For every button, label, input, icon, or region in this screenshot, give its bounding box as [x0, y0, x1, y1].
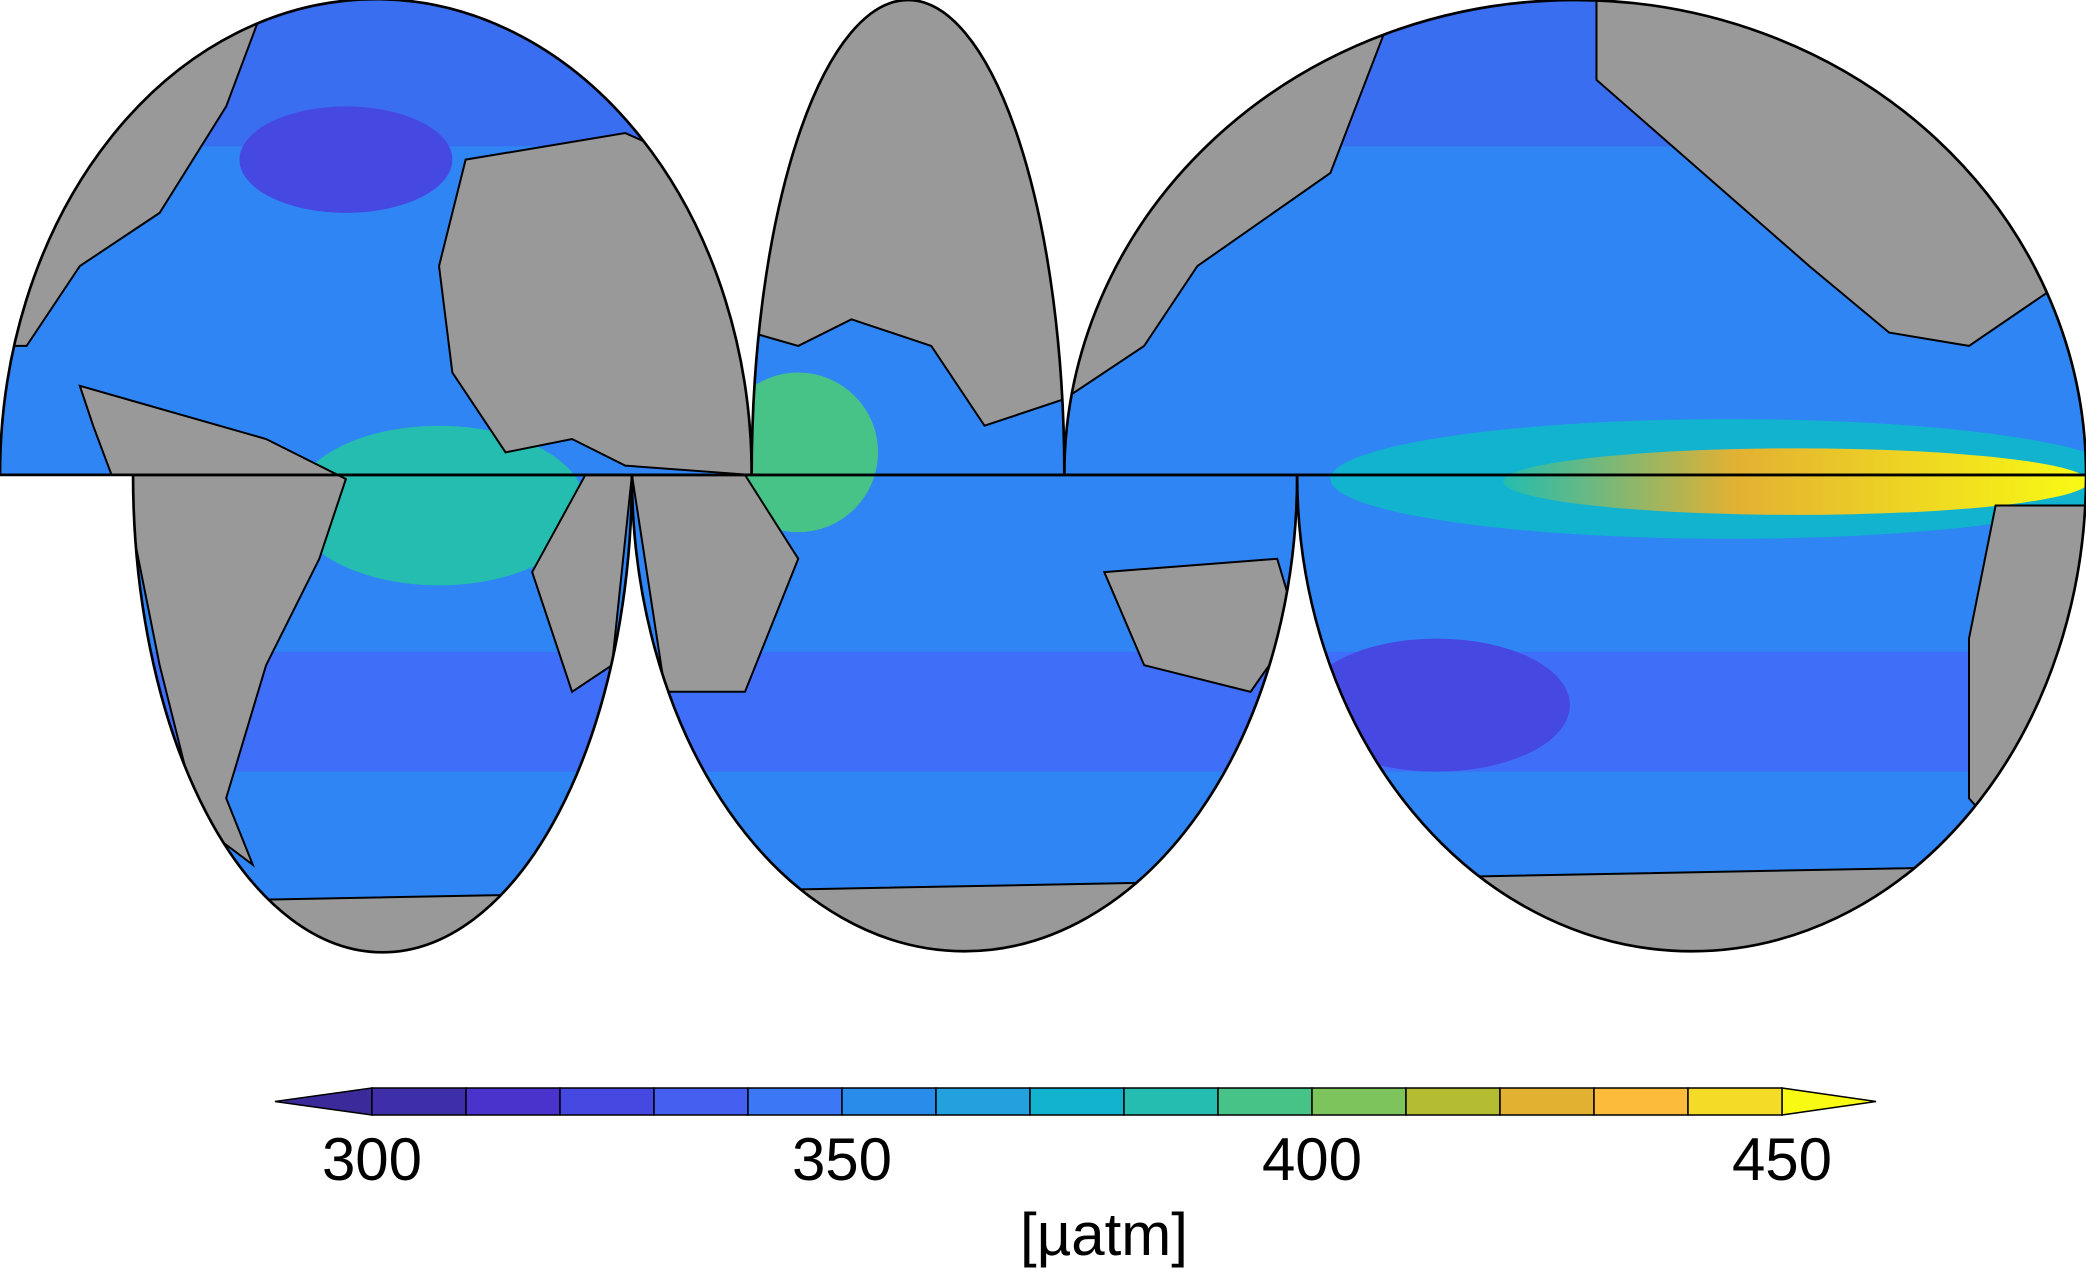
colorbar-over: [1781, 1087, 1877, 1116]
colorbar-box: [1217, 1087, 1313, 1116]
colorbar-box: [559, 1087, 655, 1116]
colorbar-tick-label: 350: [792, 1126, 892, 1193]
colorbar-tick-label: 300: [322, 1126, 422, 1193]
colorbar-box: [841, 1087, 937, 1116]
colorbar: 300 350 400 450: [274, 1087, 1877, 1193]
colorbar-box: [1029, 1087, 1125, 1116]
colorbar-box: [747, 1087, 843, 1116]
map-outline: [0, 0, 2086, 954]
colorbar-box: [1123, 1087, 1219, 1116]
colorbar-box: [653, 1087, 749, 1116]
colorbar-box: [1405, 1087, 1501, 1116]
colorbar-box: [465, 1087, 561, 1116]
colorbar-under: [274, 1087, 373, 1116]
colorbar-box: [935, 1087, 1031, 1116]
colorbar-tick-label: 400: [1262, 1126, 1362, 1193]
colorbar-box: [1499, 1087, 1595, 1116]
map: [0, 0, 2086, 954]
colorbar-tick-label: 450: [1732, 1126, 1832, 1193]
colorbar-box: [371, 1087, 467, 1116]
colorbar-box: [1311, 1087, 1407, 1116]
colorbar-label: [µatm]: [1020, 1201, 1188, 1268]
ocean-field: [0, 0, 2086, 953]
colorbar-box: [1687, 1087, 1783, 1116]
colorbar-box: [1593, 1087, 1689, 1116]
